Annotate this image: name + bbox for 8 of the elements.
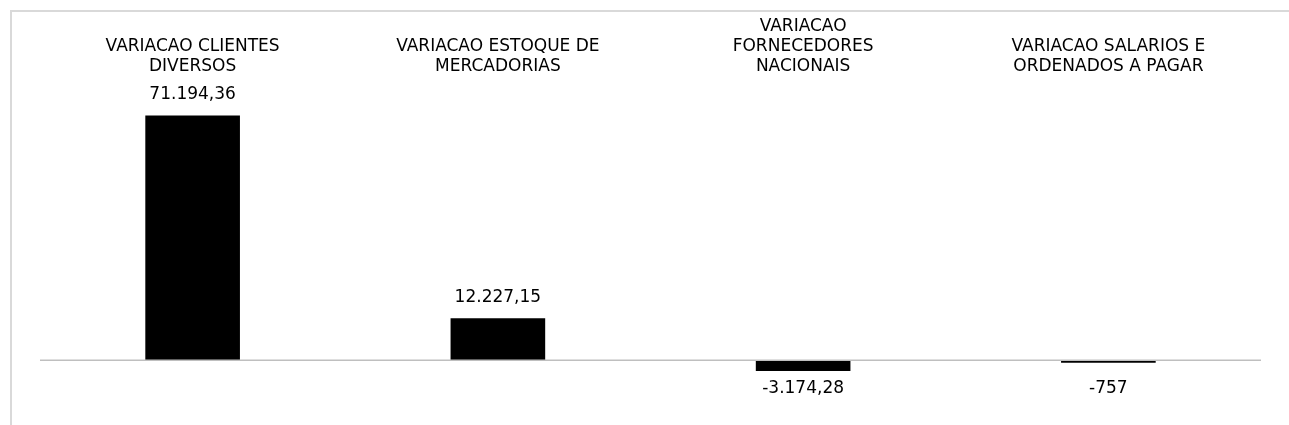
x-tick-label: VARIACAO CLIENTES DIVERSOS xyxy=(105,35,280,76)
data-label: -3.174,28 xyxy=(762,377,845,398)
x-tick-label: VARIACAO FORNECEDORES NACIONAIS xyxy=(732,14,874,76)
x-tick-label: VARIACAO ESTOQUE DE MERCADORIAS xyxy=(396,35,600,76)
data-label: -757 xyxy=(1089,377,1128,398)
x-tick-label: VARIACAO SALARIOS E ORDENADOS A PAGAR xyxy=(1011,35,1206,76)
data-label: 71.194,36 xyxy=(149,83,236,104)
data-label: 12.227,15 xyxy=(454,286,542,307)
